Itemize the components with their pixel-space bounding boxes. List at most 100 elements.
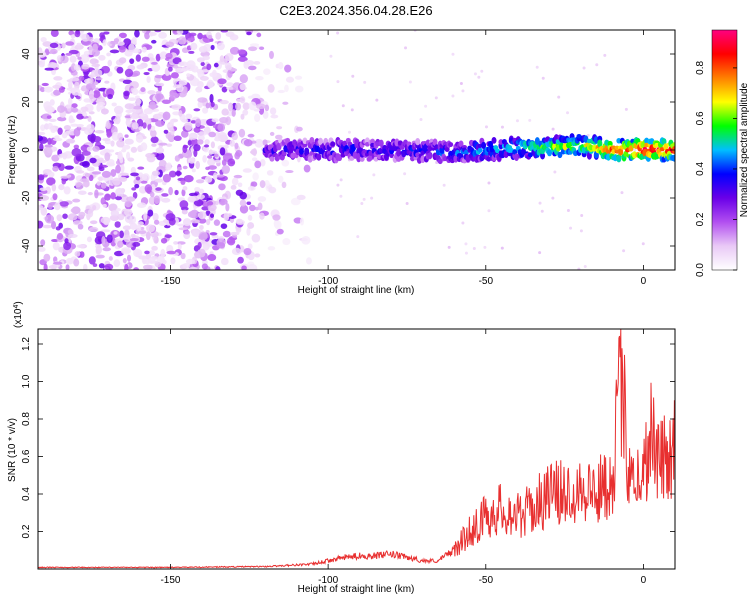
heatmap-cell [97,159,107,164]
heatmap-cell [93,155,100,159]
heatmap-cell [195,179,205,184]
heatmap-cell [132,70,141,77]
heatmap-cell [227,158,236,167]
heatmap-cell [49,42,59,49]
heatmap-cell [91,171,102,175]
heatmap-cell [641,242,645,246]
heatmap-cell [435,160,439,164]
heatmap-cell [211,118,219,123]
heatmap-cell [267,84,275,93]
heatmap-cell [41,82,49,87]
heatmap-cell [153,219,160,225]
heatmap-cell [193,144,201,152]
heatmap-cell [247,133,255,138]
heatmap-cell [247,263,258,270]
heatmap-cell [70,34,76,39]
heatmap-cell [71,103,78,108]
heatmap-cell [557,95,561,99]
heatmap-cell [216,42,225,51]
heatmap-cell [126,151,131,160]
heatmap-cell [246,201,252,205]
heatmap-cell [248,101,257,111]
heatmap-cell [148,31,157,36]
heatmap-cell [256,32,262,38]
heatmap-cell [424,104,428,108]
snr-x-tick-label: -100 [318,575,338,586]
heatmap-cell [205,166,210,171]
heatmap-cell [134,183,140,189]
heatmap-cell [229,68,238,72]
heatmap-cell [155,147,165,154]
heatmap-cell [208,150,218,155]
heatmap-cell [44,67,54,71]
snr-x-tick-label: -50 [479,575,494,586]
heatmap-cell [316,153,322,161]
heatmap-cell [182,262,191,269]
heatmap-cell [342,140,348,147]
heatmap-cell [294,85,304,93]
heatmap-x-ticks: -150 -100 -50 0 [160,30,647,287]
heatmap-cell [124,214,133,224]
heatmap-cell [231,109,236,117]
heatmap-cell [180,179,186,185]
heatmap-cell [210,44,215,50]
heatmap-cell [176,166,183,171]
heatmap-cell [259,212,265,220]
heatmap-cell [197,100,203,108]
heatmap-cell [160,237,168,244]
heatmap-cell [180,252,186,260]
heatmap-cell [71,148,82,157]
heatmap-cell [143,108,153,115]
heatmap-cell [201,263,208,270]
heatmap-cell [40,124,46,131]
heatmap-cell [134,30,140,38]
heatmap-y-ticks: -40 -20 0 20 40 [21,48,675,253]
heatmap-cell [224,53,234,62]
heatmap-cell [146,117,152,124]
heatmap-cell [86,123,95,133]
heatmap-cell [540,152,546,160]
heatmap-cell [553,170,557,174]
heatmap-cell [58,86,65,93]
heatmap-cell [70,207,80,214]
heatmap-cell [461,89,465,93]
heatmap-cell [127,157,135,162]
heatmap-cell [150,129,157,138]
heatmap-cell [38,62,45,68]
heatmap-cell [115,164,121,174]
heatmap-cell [198,46,208,53]
heatmap-cell [94,69,103,78]
heatmap-cell [92,43,98,53]
heatmap-cell [336,31,340,35]
heatmap-cell [69,55,77,63]
heatmap-cell [207,34,213,40]
heatmap-cell [207,155,213,159]
heatmap-cell [239,83,246,91]
heatmap-cell [75,95,81,100]
heatmap-cell [96,181,102,186]
heatmap-cell [73,258,80,267]
heatmap-cell [207,204,217,212]
heatmap-cell [128,43,135,52]
heatmap-cell [169,92,179,99]
heatmap-cell [87,191,93,196]
heatmap-cell [557,151,563,159]
heatmap-cell [186,73,191,77]
heatmap-y-tick-label: 20 [21,96,32,108]
heatmap-cell [48,118,57,123]
heatmap-cell [500,246,504,250]
heatmap-cell [68,30,75,36]
heatmap-cell [130,172,139,177]
heatmap-cell [144,30,150,40]
heatmap-cell [577,267,581,270]
heatmap-cell [138,113,146,117]
heatmap-cell [75,30,80,35]
heatmap-cell [141,30,147,34]
heatmap-cell [219,55,225,63]
heatmap-cell [165,69,170,76]
heatmap-cell [339,178,343,182]
heatmap-cell [296,126,303,132]
heatmap-cell [231,132,238,141]
heatmap-cell [190,195,200,201]
heatmap-cell [579,229,583,233]
